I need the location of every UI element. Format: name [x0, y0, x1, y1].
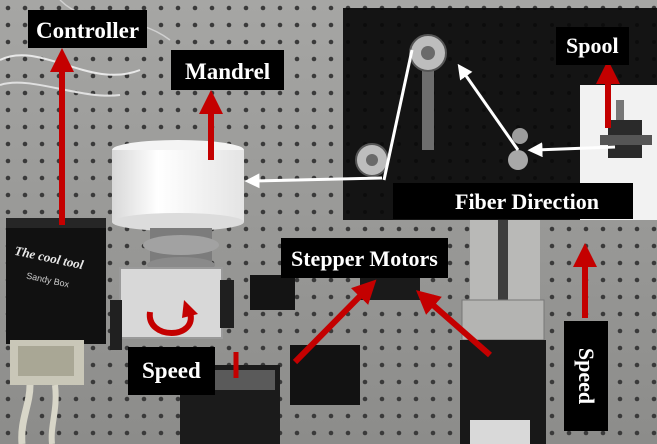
speed-label-right-text: Speed: [574, 347, 599, 405]
fiber-arrow-4: [244, 173, 383, 189]
stepper-motors-label: Stepper Motors: [281, 238, 448, 278]
fiber-arrow-2: [457, 63, 520, 151]
speed-label-right: Speed: [564, 321, 608, 431]
stepper-arrow-left: [292, 279, 377, 365]
rotation-arrow: [146, 311, 194, 336]
stepper-arrow-right: [415, 290, 492, 358]
fiber-arrow-1: [527, 142, 616, 158]
spool-label: Spool: [556, 27, 629, 65]
fiber-direction-label: Fiber Direction: [393, 183, 633, 219]
mandrel-label: Mandrel: [171, 50, 285, 90]
speed-label-left: Speed: [128, 347, 215, 395]
controller-label: Controller: [28, 10, 148, 48]
fiber-arrow-3: [382, 49, 414, 181]
